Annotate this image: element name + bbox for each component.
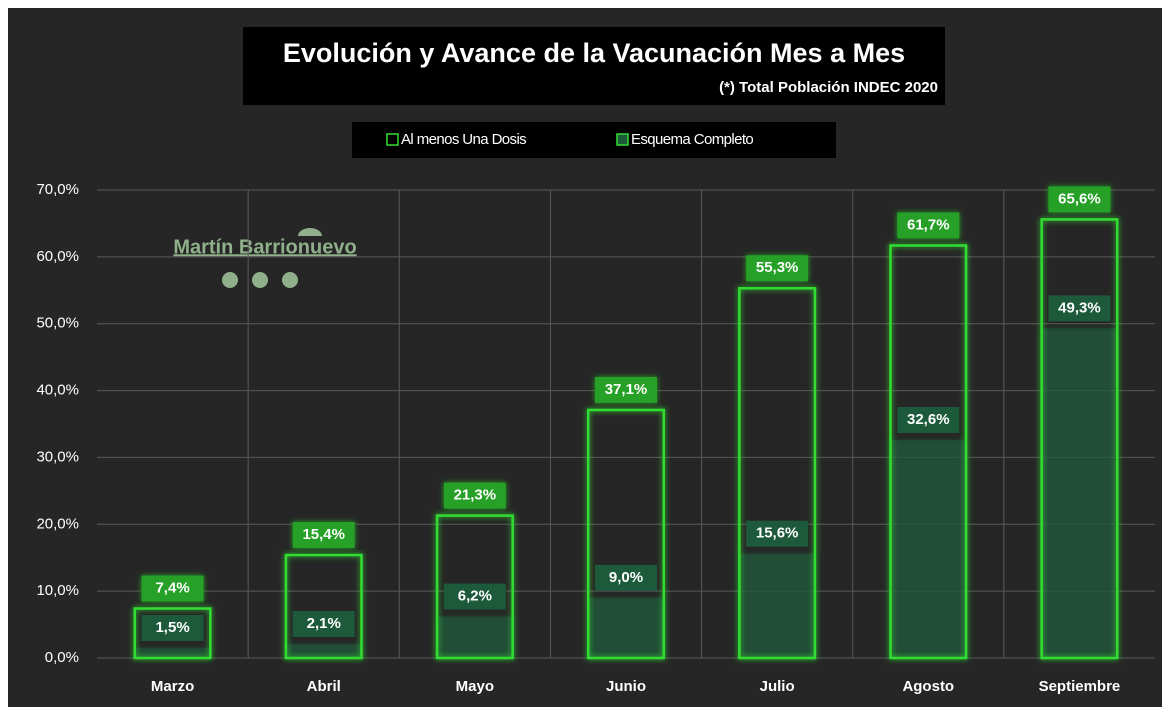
bar-complete: [285, 643, 362, 658]
title-box: [243, 27, 945, 105]
bar-complete: [739, 553, 815, 658]
y-tick-label: 50,0%: [36, 315, 79, 332]
y-tick-label: 60,0%: [36, 248, 79, 265]
y-tick-label: 0,0%: [45, 649, 79, 666]
data-label-box: [292, 522, 355, 549]
legend-swatch: [386, 133, 399, 146]
data-label-box: [141, 614, 204, 641]
data-label-box: [897, 212, 960, 239]
data-label-box: [443, 482, 506, 509]
data-label: 49,3%: [1058, 299, 1101, 316]
bar-one-dose: [284, 553, 363, 660]
data-label-box: [292, 610, 355, 637]
bar-one-dose: [1040, 218, 1119, 660]
data-label-box: [897, 407, 960, 434]
x-tick-label: Abril: [307, 678, 341, 695]
data-label-box: [1048, 186, 1111, 213]
bar-complete: [134, 647, 211, 658]
y-tick-label: 20,0%: [36, 515, 79, 532]
x-tick-label: Junio: [606, 678, 646, 695]
data-label: 65,6%: [1058, 190, 1101, 207]
data-label-box: [746, 255, 809, 282]
bar-one-dose: [435, 514, 514, 660]
background: [8, 8, 1162, 707]
watermark: Martín Barrionuevo: [173, 236, 356, 258]
y-tick-label: 30,0%: [36, 448, 79, 465]
x-tick-label: Septiembre: [1039, 678, 1121, 695]
data-label: 15,6%: [756, 525, 799, 542]
chart-subtitle: (*) Total Población INDEC 2020: [719, 79, 938, 96]
bar-complete: [588, 597, 664, 658]
data-label: 1,5%: [155, 619, 189, 636]
bar-complete: [1041, 328, 1118, 658]
icon: [222, 272, 238, 288]
data-label: 55,3%: [756, 259, 799, 276]
y-tick-label: 40,0%: [36, 382, 79, 399]
data-label-box: [595, 564, 657, 591]
data-label: 15,4%: [302, 526, 345, 543]
bar-complete: [437, 616, 513, 658]
data-label: 37,1%: [605, 381, 648, 398]
bar-one-dose: [586, 408, 666, 660]
data-label: 21,3%: [454, 487, 497, 504]
x-tick-label: Agosto: [902, 678, 954, 695]
icon: [252, 272, 268, 288]
data-label: 2,1%: [307, 615, 341, 632]
data-label-box: [746, 520, 809, 547]
data-label: 7,4%: [155, 579, 189, 596]
data-label: 9,0%: [609, 569, 643, 586]
watermark-icon: [298, 228, 322, 236]
x-tick-label: Julio: [760, 678, 795, 695]
y-tick-label: 70,0%: [36, 181, 79, 198]
data-label: 61,7%: [907, 216, 950, 233]
bar-one-dose: [889, 244, 968, 660]
legend-swatch: [616, 133, 629, 146]
data-label-box: [1048, 295, 1111, 322]
icon: [282, 272, 298, 288]
bar-one-dose: [738, 287, 817, 660]
chart-title: Evolución y Avance de la Vacunación Mes …: [283, 38, 905, 68]
data-label-box: [595, 376, 657, 403]
x-tick-label: Mayo: [456, 678, 494, 695]
data-label-box: [141, 575, 204, 602]
legend-label: Esquema Completo: [631, 131, 753, 148]
data-label: 32,6%: [907, 411, 950, 428]
bar-complete: [890, 440, 967, 658]
bar-one-dose: [133, 607, 212, 660]
data-label-box: [443, 583, 506, 610]
data-label: 6,2%: [458, 588, 492, 605]
y-tick-label: 10,0%: [36, 582, 79, 599]
legend-box: [352, 122, 836, 158]
legend-label: Al menos Una Dosis: [401, 131, 526, 148]
x-tick-label: Marzo: [151, 678, 194, 695]
